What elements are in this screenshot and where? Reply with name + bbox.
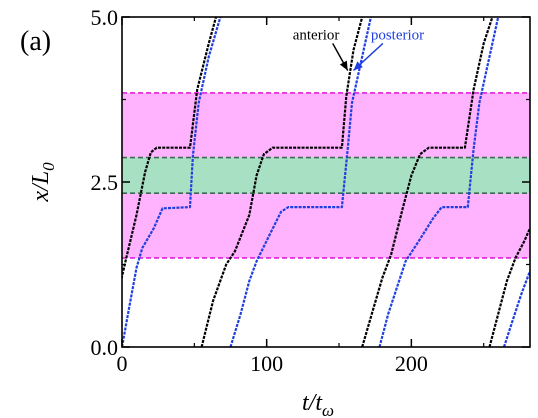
- y-axis-label-sub: 0: [39, 162, 58, 171]
- x-axis-label: t/tω: [302, 390, 334, 418]
- y-tick-label-0: 0.0: [91, 335, 119, 360]
- y-tick-label-2: 5.0: [91, 5, 119, 30]
- bands-layer: [122, 92, 530, 259]
- green-band: [122, 157, 530, 194]
- x-tick-label-1: 100: [250, 351, 283, 376]
- x-axis-label-sub: ω: [322, 401, 334, 418]
- posterior-arrow-head: [353, 61, 363, 71]
- anterior-series-segment-4: [488, 227, 530, 347]
- posterior-series-segment-2: [229, 17, 372, 347]
- axes-layer: 0 100 200 0.0 2.5 5.0: [91, 5, 531, 376]
- x-tick-label-0: 0: [117, 351, 128, 376]
- panel-label: (a): [20, 26, 51, 57]
- y-tick-label-1: 2.5: [91, 170, 119, 195]
- anterior-annotation: anterior: [293, 27, 340, 43]
- series-layer: [122, 17, 530, 347]
- y-axis-label: x/L0: [28, 162, 58, 203]
- anterior-series-segment-3: [361, 17, 494, 347]
- posterior-series-segment-4: [502, 270, 530, 347]
- posterior-series-segment-1: [122, 17, 222, 347]
- posterior-annotation: posterior: [371, 27, 424, 43]
- anterior-arrow-head: [339, 60, 348, 71]
- anterior-series-segment-1: [122, 17, 218, 282]
- annotations-layer: anterior posterior: [293, 27, 424, 72]
- x-tick-label-2: 200: [395, 351, 428, 376]
- posterior-series-segment-3: [378, 17, 500, 347]
